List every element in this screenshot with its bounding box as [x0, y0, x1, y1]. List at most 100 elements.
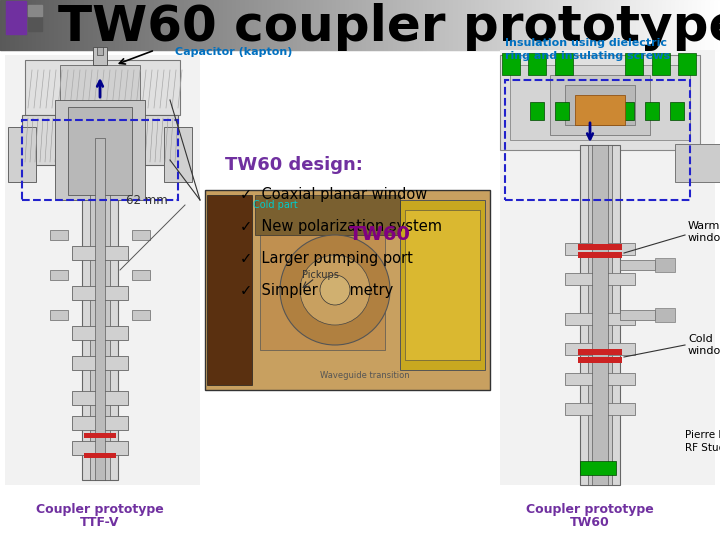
Bar	[27, 0, 28, 50]
Bar	[25, 0, 26, 50]
Bar	[1, 0, 2, 50]
Bar	[97, 47, 103, 55]
Bar	[378, 0, 379, 50]
Bar	[453, 0, 454, 50]
Bar	[528, 53, 546, 75]
Bar	[468, 0, 469, 50]
Bar	[632, 0, 633, 50]
Bar	[405, 0, 406, 50]
Text: Capacitor (kapton): Capacitor (kapton)	[175, 47, 292, 57]
Bar	[414, 0, 415, 50]
Bar	[68, 0, 69, 50]
Bar	[663, 0, 664, 50]
Bar	[84, 0, 85, 50]
Bar	[446, 0, 447, 50]
Bar	[464, 0, 465, 50]
Bar	[629, 0, 630, 50]
Bar	[105, 0, 106, 50]
Bar	[100, 0, 101, 50]
Bar	[177, 0, 178, 50]
Bar	[206, 0, 207, 50]
Bar	[592, 0, 593, 50]
Bar	[355, 0, 356, 50]
Bar	[645, 0, 646, 50]
Bar	[103, 0, 104, 50]
Bar	[360, 0, 361, 50]
Bar	[6, 16, 26, 34]
Bar	[363, 0, 364, 50]
Bar	[557, 0, 558, 50]
Bar	[439, 0, 440, 50]
Bar	[380, 0, 381, 50]
Bar	[52, 0, 53, 50]
Bar	[513, 0, 514, 50]
Bar	[61, 0, 62, 50]
Bar	[660, 0, 661, 50]
Bar	[612, 0, 613, 50]
Bar	[699, 0, 700, 50]
Bar	[601, 0, 602, 50]
Bar	[24, 0, 25, 50]
Bar	[341, 0, 342, 50]
Bar	[31, 0, 32, 50]
Bar	[412, 0, 413, 50]
Bar	[670, 102, 684, 120]
Bar	[475, 0, 476, 50]
Bar	[493, 0, 494, 50]
Bar	[716, 0, 717, 50]
Bar	[264, 0, 265, 50]
Bar	[438, 0, 439, 50]
Bar	[717, 0, 718, 50]
Bar	[367, 0, 368, 50]
Bar	[504, 0, 505, 50]
Bar	[620, 0, 621, 50]
Bar	[132, 310, 150, 320]
Bar	[664, 0, 665, 50]
Bar	[152, 0, 153, 50]
Bar	[40, 0, 41, 50]
Bar	[598, 0, 599, 50]
Bar	[275, 0, 276, 50]
Bar	[133, 0, 134, 50]
Bar	[654, 0, 655, 50]
Bar	[571, 0, 572, 50]
Bar	[326, 0, 327, 50]
Bar	[115, 0, 116, 50]
Bar	[181, 0, 182, 50]
Bar	[167, 0, 168, 50]
Bar	[565, 273, 635, 285]
Bar	[64, 0, 65, 50]
Bar	[129, 0, 130, 50]
Bar	[87, 0, 88, 50]
Bar	[28, 17, 42, 31]
Bar	[145, 0, 146, 50]
Bar	[247, 0, 248, 50]
Bar	[372, 0, 373, 50]
Bar	[217, 0, 218, 50]
Bar	[529, 0, 530, 50]
Bar	[542, 0, 543, 50]
Bar	[96, 0, 97, 50]
Bar	[216, 0, 217, 50]
Bar	[178, 0, 179, 50]
Bar	[93, 47, 107, 65]
Bar	[525, 0, 526, 50]
Bar	[502, 53, 520, 75]
Bar	[352, 0, 353, 50]
Bar	[11, 0, 12, 50]
Bar	[128, 0, 129, 50]
Bar	[95, 0, 96, 50]
Text: TW60 coupler prototype: TW60 coupler prototype	[58, 3, 720, 51]
Bar	[5, 0, 6, 50]
Bar	[666, 0, 667, 50]
Bar	[102, 0, 103, 50]
Bar	[58, 0, 59, 50]
Bar	[580, 461, 616, 475]
Bar	[643, 0, 644, 50]
Bar	[589, 0, 590, 50]
Bar	[59, 0, 60, 50]
Bar	[395, 0, 396, 50]
Bar	[199, 0, 200, 50]
Bar	[160, 0, 161, 50]
Bar	[397, 0, 398, 50]
